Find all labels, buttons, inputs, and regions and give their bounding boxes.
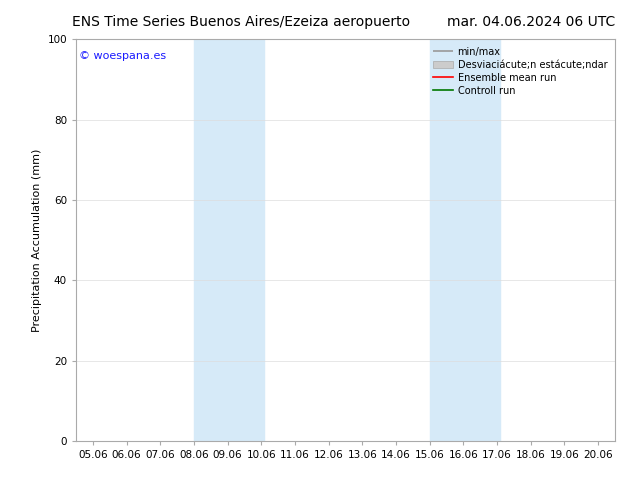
Text: mar. 04.06.2024 06 UTC: mar. 04.06.2024 06 UTC	[447, 15, 615, 29]
Bar	[228, 39, 264, 441]
Bar	[194, 39, 228, 441]
Text: © woespana.es: © woespana.es	[79, 51, 166, 61]
Text: ENS Time Series Buenos Aires/Ezeiza aeropuerto: ENS Time Series Buenos Aires/Ezeiza aero…	[72, 15, 410, 29]
Legend: min/max, Desviaciácute;n estácute;ndar, Ensemble mean run, Controll run: min/max, Desviaciácute;n estácute;ndar, …	[430, 44, 610, 98]
Bar	[463, 39, 500, 441]
Y-axis label: Precipitation Accumulation (mm): Precipitation Accumulation (mm)	[32, 148, 42, 332]
Bar	[430, 39, 463, 441]
